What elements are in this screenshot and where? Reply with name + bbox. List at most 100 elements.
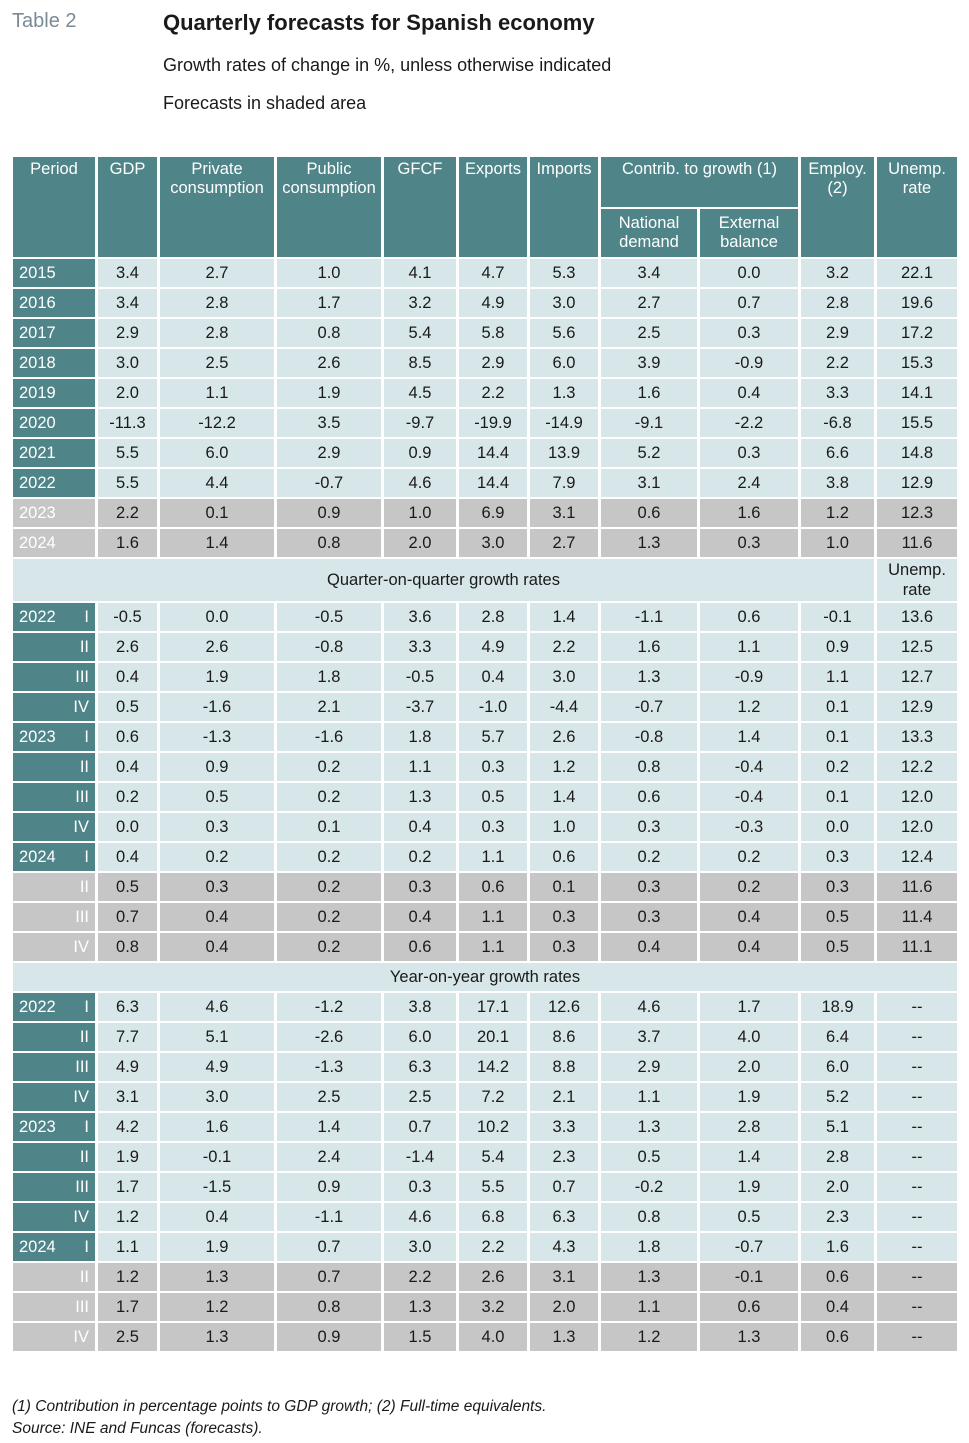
forecast-note: Forecasts in shaded area <box>163 93 367 113</box>
cell-public-consumption: -0.8 <box>277 633 381 661</box>
cell-employment: 0.2 <box>801 753 875 781</box>
period-cell: 2017 <box>13 319 95 347</box>
cell-unemployment-rate: -- <box>877 1293 958 1321</box>
cell-public-consumption: -1.1 <box>277 1203 381 1231</box>
period-quarter: I <box>84 727 89 746</box>
cell-imports: 6.3 <box>530 1203 598 1231</box>
cell-external-balance: -0.4 <box>700 783 799 811</box>
cell-gfcf: 0.3 <box>384 873 456 901</box>
cell-private-consumption: 1.3 <box>160 1323 274 1351</box>
cell-national-demand: 1.3 <box>601 529 697 557</box>
cell-private-consumption: 0.5 <box>160 783 274 811</box>
cell-gfcf: 0.7 <box>384 1113 456 1141</box>
cell-public-consumption: 0.2 <box>277 753 381 781</box>
cell-national-demand: 1.3 <box>601 1263 697 1291</box>
cell-gfcf: 1.5 <box>384 1323 456 1351</box>
cell-imports: 2.6 <box>530 723 598 751</box>
cell-external-balance: 1.1 <box>700 633 799 661</box>
cell-public-consumption: 2.1 <box>277 693 381 721</box>
period-quarter: IV <box>73 697 89 716</box>
cell-exports: -19.9 <box>459 409 527 437</box>
period-quarter: I <box>84 1237 89 1256</box>
qoq-section: 2022 I -0.5 0.0 -0.5 3.6 2.8 1.4 -1.1 0.6 -0.1 13.6… <box>13 603 958 961</box>
cell-private-consumption: 0.4 <box>160 933 274 961</box>
cell-national-demand: 0.3 <box>601 873 697 901</box>
cell-unemployment-rate: 11.4 <box>877 903 958 931</box>
cell-national-demand: -0.7 <box>601 693 697 721</box>
period-quarter: III <box>75 907 89 926</box>
annual-section: 2015 3.4 2.7 1.0 4.1 4.7 5.3 3.4 0.0 3.2 22.1 2016 3… <box>13 259 958 557</box>
cell-gdp: 0.5 <box>98 873 157 901</box>
cell-external-balance: -0.7 <box>700 1233 799 1261</box>
period-quarter: II <box>79 1147 89 1166</box>
cell-external-balance: -0.4 <box>700 753 799 781</box>
cell-gfcf: 1.3 <box>384 1293 456 1321</box>
period-cell: IV <box>13 693 95 721</box>
cell-gfcf: -0.5 <box>384 663 456 691</box>
cell-exports: 2.6 <box>459 1263 527 1291</box>
cell-imports: 2.3 <box>530 1143 598 1171</box>
cell-national-demand: 1.1 <box>601 1083 697 1111</box>
cell-public-consumption: 0.2 <box>277 903 381 931</box>
cell-imports: 0.7 <box>530 1173 598 1201</box>
table-row: III 4.9 4.9 -1.3 6.3 14.2 8.8 2.9 2.0 6.0 -- <box>13 1053 958 1081</box>
cell-public-consumption: 0.9 <box>277 1173 381 1201</box>
cell-unemployment-rate: 17.2 <box>877 319 958 347</box>
cell-exports: 4.9 <box>459 633 527 661</box>
cell-gdp: 0.4 <box>98 843 157 871</box>
period-cell: 2024 <box>13 529 95 557</box>
cell-external-balance: -2.2 <box>700 409 799 437</box>
cell-private-consumption: 2.6 <box>160 633 274 661</box>
cell-national-demand: 0.8 <box>601 1203 697 1231</box>
cell-gdp: 7.7 <box>98 1023 157 1051</box>
period-cell: 2020 <box>13 409 95 437</box>
cell-gfcf: 0.4 <box>384 903 456 931</box>
cell-imports: 3.0 <box>530 289 598 317</box>
period-quarter: I <box>84 847 89 866</box>
cell-gdp: 2.9 <box>98 319 157 347</box>
cell-exports: 0.3 <box>459 753 527 781</box>
period-year: 2023 <box>19 1117 56 1136</box>
cell-employment: 1.0 <box>801 529 875 557</box>
yoy-section: 2022 I 6.3 4.6 -1.2 3.8 17.1 12.6 4.6 1.7 18.9 -- II… <box>13 993 958 1351</box>
table-row: IV 0.0 0.3 0.1 0.4 0.3 1.0 0.3 -0.3 0.0 12.0 <box>13 813 958 841</box>
cell-gfcf: 0.3 <box>384 1173 456 1201</box>
cell-exports: 5.8 <box>459 319 527 347</box>
cell-gfcf: 4.5 <box>384 379 456 407</box>
cell-imports: 2.7 <box>530 529 598 557</box>
cell-gdp: 5.5 <box>98 439 157 467</box>
cell-national-demand: 1.8 <box>601 1233 697 1261</box>
cell-external-balance: 0.4 <box>700 933 799 961</box>
cell-external-balance: 1.9 <box>700 1083 799 1111</box>
cell-exports: 1.1 <box>459 933 527 961</box>
cell-national-demand: -0.8 <box>601 723 697 751</box>
cell-employment: 0.5 <box>801 933 875 961</box>
cell-national-demand: 3.9 <box>601 349 697 377</box>
cell-imports: 0.3 <box>530 933 598 961</box>
cell-public-consumption: 1.8 <box>277 663 381 691</box>
table-row: III 0.2 0.5 0.2 1.3 0.5 1.4 0.6 -0.4 0.1 12.0 <box>13 783 958 811</box>
cell-private-consumption: 0.0 <box>160 603 274 631</box>
footnote-definitions: (1) Contribution in percentage points to… <box>12 1398 547 1415</box>
cell-imports: 0.1 <box>530 873 598 901</box>
cell-external-balance: -0.3 <box>700 813 799 841</box>
period-cell: 2015 <box>13 259 95 287</box>
period-cell: III <box>13 1053 95 1081</box>
cell-private-consumption: 2.5 <box>160 349 274 377</box>
period-cell: III <box>13 1293 95 1321</box>
cell-public-consumption: 1.4 <box>277 1113 381 1141</box>
cell-external-balance: 2.8 <box>700 1113 799 1141</box>
cell-private-consumption: 5.1 <box>160 1023 274 1051</box>
cell-employment: 0.4 <box>801 1293 875 1321</box>
cell-employment: 2.2 <box>801 349 875 377</box>
cell-national-demand: 3.7 <box>601 1023 697 1051</box>
cell-unemployment-rate: -- <box>877 1113 958 1141</box>
cell-employment: 5.2 <box>801 1083 875 1111</box>
table-row: II 1.9 -0.1 2.4 -1.4 5.4 2.3 0.5 1.4 2.8 -- <box>13 1143 958 1171</box>
period-quarter: I <box>84 1117 89 1136</box>
table-row: IV 0.8 0.4 0.2 0.6 1.1 0.3 0.4 0.4 0.5 11.1 <box>13 933 958 961</box>
cell-gdp: 2.6 <box>98 633 157 661</box>
cell-public-consumption: 2.6 <box>277 349 381 377</box>
table-label: Table 2 <box>12 10 77 32</box>
cell-public-consumption: 0.2 <box>277 873 381 901</box>
